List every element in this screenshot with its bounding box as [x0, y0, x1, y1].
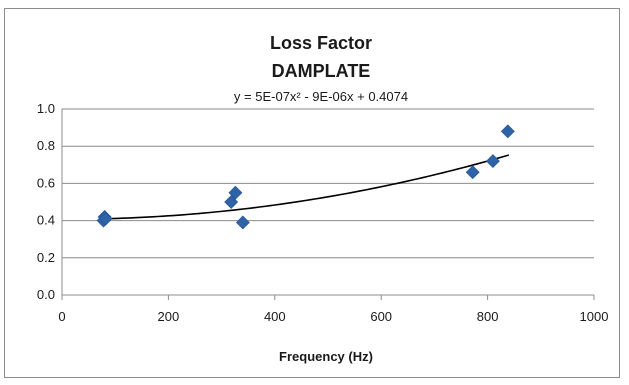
- y-axis-ticks: 0.0 0.2 0.4 0.6 0.8 1.0: [37, 101, 55, 302]
- data-point: [485, 154, 500, 169]
- y-tick-label: 0.4: [37, 213, 55, 228]
- data-point: [228, 185, 243, 200]
- trendline: [101, 154, 510, 220]
- chart-frame: Loss Factor DAMPLATE y = 5E-07x² - 9E-06…: [4, 8, 620, 378]
- y-tick-label: 0.0: [37, 287, 55, 302]
- data-point: [98, 211, 113, 226]
- x-axis-label: Frequency (Hz): [279, 349, 373, 364]
- x-tick-label: 1000: [580, 309, 609, 324]
- data-points: [96, 124, 515, 230]
- gridlines: [61, 108, 594, 296]
- y-tick-label: 0.2: [37, 250, 55, 265]
- data-point: [235, 215, 250, 230]
- x-tick-label: 400: [264, 309, 286, 324]
- data-point: [500, 124, 515, 139]
- x-tick-label: 800: [477, 309, 499, 324]
- y-tick-label: 1.0: [37, 101, 55, 116]
- trendline-equation: y = 5E-07x² - 9E-06x + 0.4074: [234, 89, 408, 104]
- data-point: [465, 165, 480, 180]
- x-axis-ticks: 0 200 400 600 800 1000: [58, 295, 608, 324]
- x-tick-label: 600: [370, 309, 392, 324]
- chart-subtitle: DAMPLATE: [272, 61, 371, 81]
- y-tick-label: 0.6: [37, 175, 55, 190]
- data-point: [224, 195, 239, 209]
- trendline-group: [101, 154, 510, 220]
- x-tick-label: 200: [158, 309, 180, 324]
- x-tick-label: 0: [58, 309, 65, 324]
- y-tick-label: 0.8: [37, 138, 55, 153]
- chart-title: Loss Factor: [270, 33, 372, 53]
- loss-factor-chart: Loss Factor DAMPLATE y = 5E-07x² - 9E-06…: [37, 33, 609, 364]
